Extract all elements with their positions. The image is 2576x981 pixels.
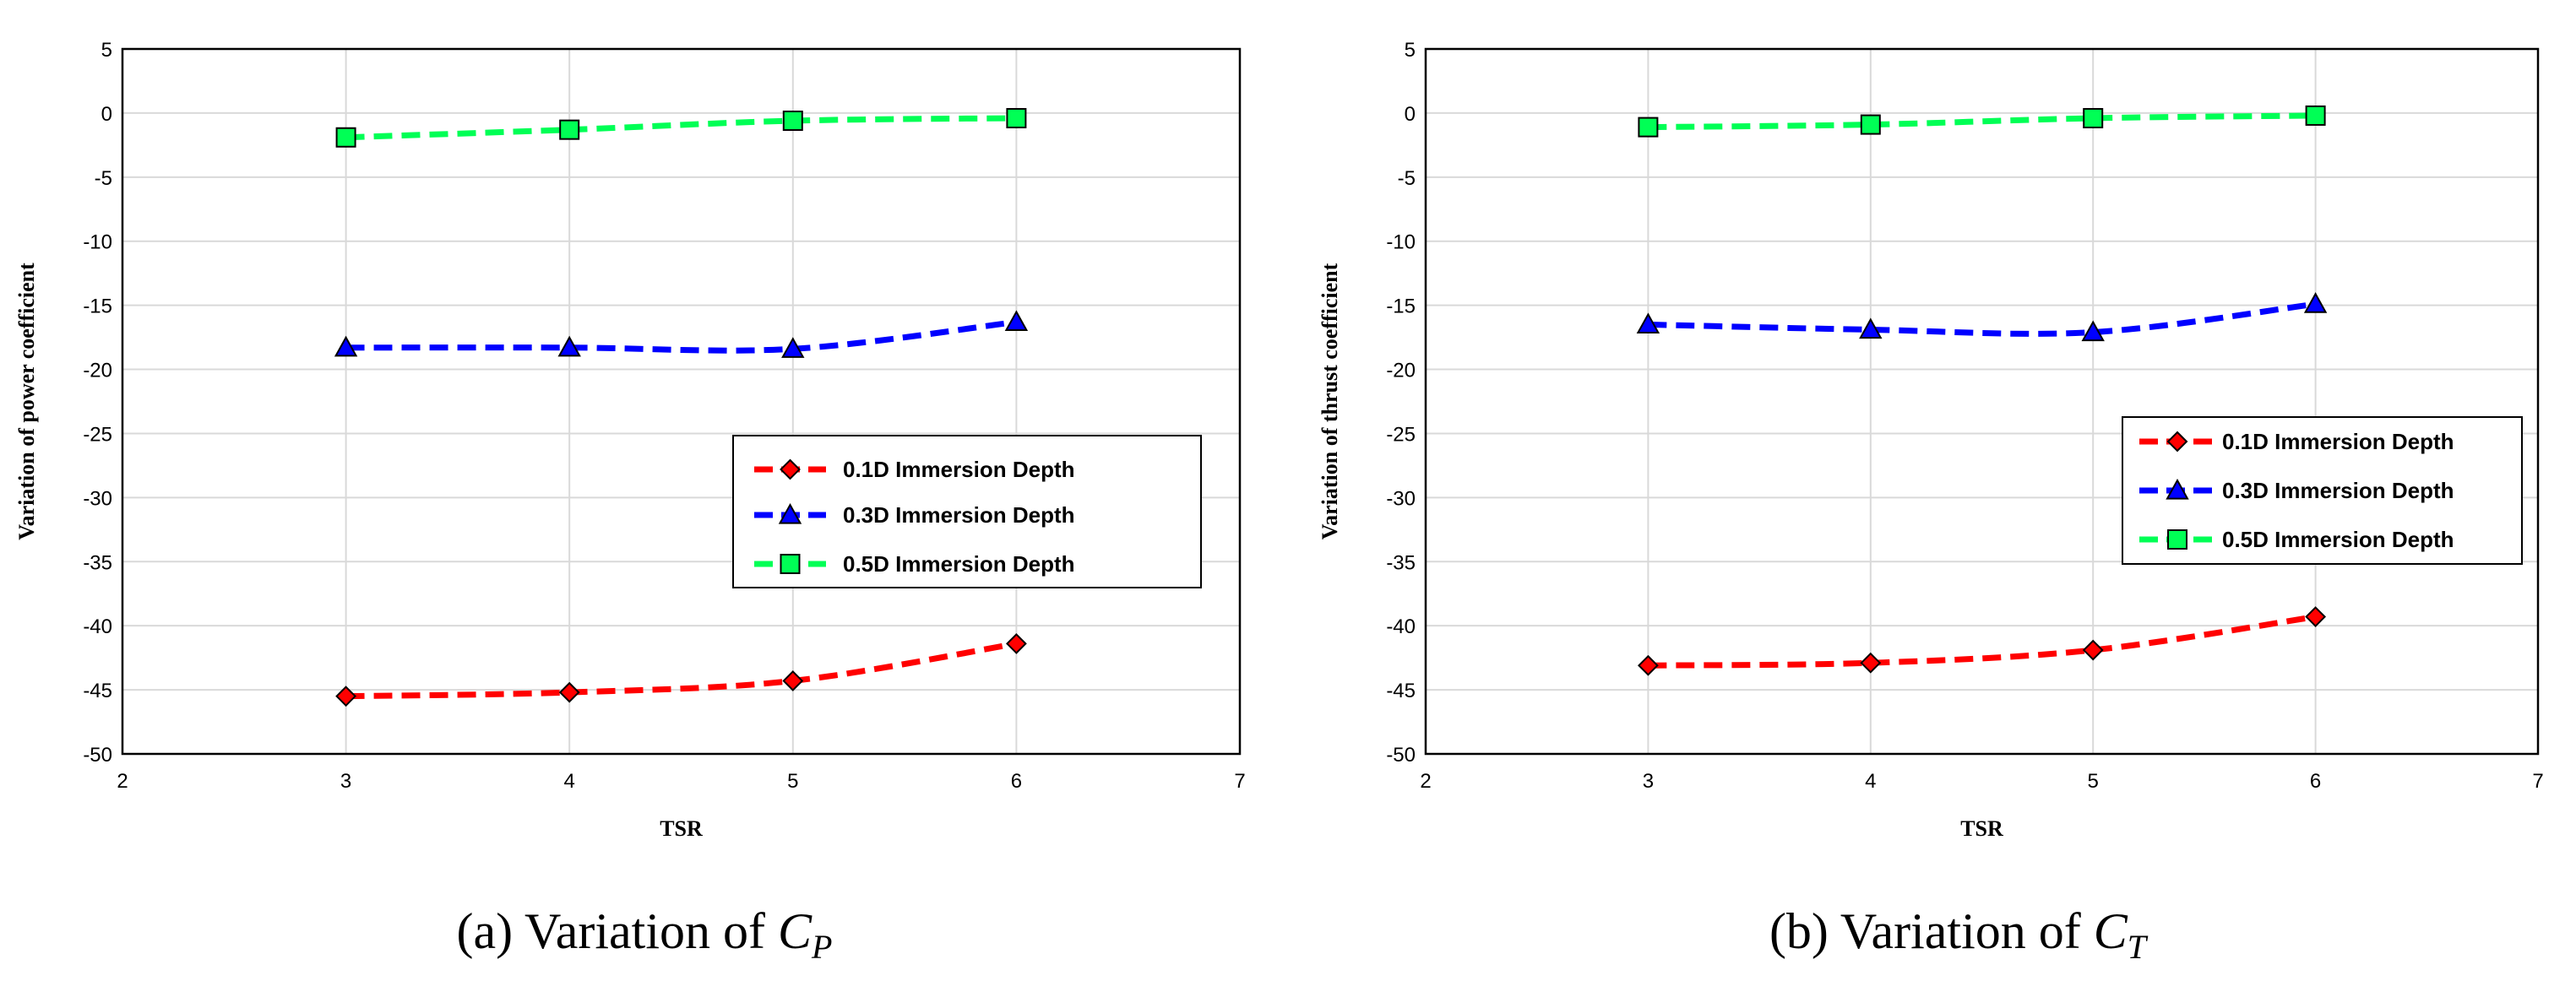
- legend-label: 0.3D Immersion Depth: [843, 502, 1075, 528]
- chart-panel-a: 5 0 -5 -10 -15 -20 -25 -30 -35 -40 -45 -502 3 4 5 6 7 TSR…: [14, 39, 1246, 966]
- data-point-series-3: [2083, 107, 2104, 128]
- x-tick-label: 7: [2532, 770, 2543, 793]
- legend-marker: [2167, 529, 2187, 550]
- data-point-series-1: [1860, 652, 1882, 674]
- y-tick-label: -5: [1398, 167, 1416, 190]
- series-line-1: [345, 640, 1017, 700]
- y-tick-label: -20: [83, 360, 112, 382]
- legend-marker: [2166, 478, 2189, 500]
- legend-marker: [778, 502, 802, 524]
- y-axis-label: Variation of thrust coefficient: [1318, 263, 1342, 539]
- data-point-series-1: [335, 686, 357, 707]
- x-tick-label: 5: [2088, 770, 2099, 793]
- y-tick-label: 5: [1405, 39, 1416, 62]
- plot-frame: [1424, 47, 2540, 756]
- caption-subscript: P: [811, 928, 832, 966]
- legend-label: 0.5D Immersion Depth: [843, 551, 1075, 577]
- data-point-series-3: [1006, 107, 1027, 128]
- data-point-series-3: [559, 119, 580, 140]
- y-tick-label: -30: [83, 487, 112, 510]
- x-tick-label: 6: [1011, 770, 1022, 793]
- data-point-series-2: [334, 335, 358, 357]
- y-tick-label: -35: [83, 551, 112, 574]
- x-tick-label: 4: [564, 770, 575, 793]
- y-tick-label: -30: [1386, 487, 1416, 510]
- figure-caption: (a) Variation of CP: [457, 903, 833, 966]
- y-tick-label: 5: [101, 39, 112, 62]
- caption-symbol: C: [778, 903, 812, 959]
- x-tick-label: 5: [787, 770, 798, 793]
- y-tick-label: -40: [1386, 615, 1416, 638]
- y-tick-label: 0: [101, 103, 112, 126]
- data-point-series-2: [2303, 292, 2328, 313]
- data-point-series-2: [781, 337, 805, 358]
- y-tick-label: -45: [83, 680, 112, 702]
- x-tick-label: 6: [2310, 770, 2321, 793]
- data-point-series-1: [2082, 639, 2104, 661]
- figure-caption: (b) Variation of CT: [1769, 903, 2149, 966]
- data-point-series-3: [1638, 117, 1659, 138]
- legend-marker: [780, 554, 801, 574]
- y-tick-label: -35: [1386, 551, 1416, 574]
- legend-box: [2122, 416, 2523, 565]
- series-line-1: [1648, 614, 2317, 669]
- data-point-series-1: [1637, 654, 1659, 676]
- caption-subscript: T: [2128, 928, 2149, 966]
- x-tick-label: 3: [340, 770, 351, 793]
- legend-label: 0.1D Immersion Depth: [2222, 429, 2454, 454]
- series-line-2: [1648, 301, 2317, 337]
- y-tick-label: -50: [1386, 744, 1416, 767]
- x-tick-label: 2: [117, 770, 128, 793]
- data-point-series-2: [1859, 317, 1883, 339]
- data-point-series-3: [782, 111, 803, 132]
- x-tick-label: 2: [1420, 770, 1431, 793]
- series-line-3: [345, 115, 1017, 141]
- data-point-series-2: [2081, 320, 2105, 342]
- data-point-series-1: [1005, 633, 1027, 654]
- data-point-series-1: [782, 670, 804, 691]
- caption-prefix: (b) Variation of: [1769, 903, 2094, 959]
- data-point-series-2: [1004, 310, 1029, 331]
- y-tick-label: -25: [83, 423, 112, 446]
- y-tick-label: -15: [83, 295, 112, 318]
- y-tick-label: -50: [83, 744, 112, 767]
- data-point-series-3: [1860, 114, 1881, 135]
- legend-label: 0.3D Immersion Depth: [2222, 478, 2454, 503]
- chart-panel-b: 5 0 -5 -10 -15 -20 -25 -30 -35 -40 -45 -502 3 4 5 6 7 TSR…: [1318, 39, 2544, 966]
- caption-prefix: (a) Variation of: [457, 903, 778, 959]
- data-point-series-3: [335, 127, 356, 148]
- y-axis-label: Variation of power coefficient: [14, 263, 39, 540]
- y-tick-label: -40: [83, 615, 112, 638]
- y-tick-label: -15: [1386, 295, 1416, 318]
- legend-label: 0.5D Immersion Depth: [2222, 527, 2454, 552]
- data-point-series-1: [558, 681, 580, 703]
- legend: 0.1D Immersion Depth 0.3D Immersion Depth…: [2122, 416, 2523, 565]
- legend: 0.1D Immersion Depth 0.3D Immersion Depth…: [732, 435, 1202, 588]
- data-point-series-1: [2305, 606, 2327, 627]
- x-tick-label: 3: [1643, 770, 1654, 793]
- x-axis-label: TSR: [660, 816, 703, 841]
- plot-frame: [121, 47, 1242, 756]
- y-tick-label: -45: [1386, 680, 1416, 702]
- data-point-series-2: [557, 335, 581, 357]
- data-point-series-2: [1636, 312, 1660, 334]
- legend-marker: [2166, 431, 2188, 453]
- x-tick-label: 7: [1234, 770, 1245, 793]
- y-tick-label: -10: [83, 231, 112, 254]
- y-tick-label: -20: [1386, 360, 1416, 382]
- y-tick-label: -25: [1386, 423, 1416, 446]
- legend-label: 0.1D Immersion Depth: [843, 457, 1075, 482]
- y-tick-label: 0: [1405, 103, 1416, 126]
- data-point-series-3: [2305, 105, 2326, 126]
- x-axis-label: TSR: [1960, 816, 2003, 841]
- legend-marker: [780, 458, 801, 480]
- series-line-3: [1648, 112, 2316, 131]
- caption-symbol: C: [2094, 903, 2128, 959]
- series-line-2: [345, 318, 1017, 354]
- x-tick-label: 4: [1865, 770, 1876, 793]
- y-tick-label: -10: [1386, 231, 1416, 254]
- y-tick-label: -5: [95, 167, 112, 190]
